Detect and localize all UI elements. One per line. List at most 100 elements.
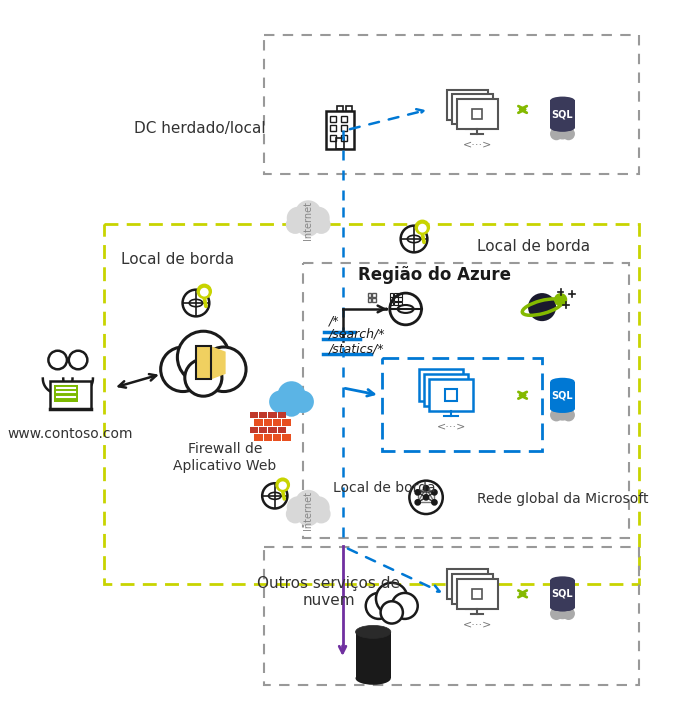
Bar bbox=[440, 384, 452, 396]
Ellipse shape bbox=[551, 604, 575, 611]
Bar bbox=[336, 138, 344, 149]
Circle shape bbox=[197, 284, 211, 298]
Ellipse shape bbox=[551, 405, 575, 413]
Bar bbox=[264, 419, 272, 426]
Bar bbox=[196, 346, 211, 379]
Ellipse shape bbox=[355, 672, 391, 685]
Ellipse shape bbox=[551, 405, 575, 413]
Text: Local de borda: Local de borda bbox=[334, 481, 436, 495]
Text: Internet: Internet bbox=[303, 202, 313, 240]
Bar bbox=[372, 298, 376, 302]
Circle shape bbox=[365, 593, 392, 619]
Text: <···>: <···> bbox=[462, 140, 492, 150]
Bar bbox=[277, 412, 286, 418]
Ellipse shape bbox=[551, 604, 575, 611]
Circle shape bbox=[380, 601, 403, 624]
Text: DC herdado/local: DC herdado/local bbox=[134, 120, 266, 135]
Circle shape bbox=[201, 347, 246, 392]
Circle shape bbox=[296, 202, 320, 225]
Text: /search/*: /search/* bbox=[329, 328, 385, 341]
Circle shape bbox=[178, 331, 229, 383]
Circle shape bbox=[308, 498, 329, 518]
Circle shape bbox=[48, 351, 67, 369]
Bar bbox=[264, 434, 272, 441]
Circle shape bbox=[424, 495, 428, 500]
Bar bbox=[398, 302, 402, 305]
Circle shape bbox=[551, 129, 561, 139]
Bar bbox=[447, 89, 488, 120]
Bar bbox=[367, 298, 372, 302]
Bar bbox=[282, 419, 291, 426]
Text: www.contoso.com: www.contoso.com bbox=[8, 427, 134, 441]
Bar bbox=[196, 346, 211, 379]
Circle shape bbox=[182, 289, 210, 316]
Text: <···>: <···> bbox=[437, 422, 466, 432]
Bar bbox=[259, 412, 267, 418]
Bar bbox=[340, 135, 347, 141]
Circle shape bbox=[287, 505, 304, 523]
Ellipse shape bbox=[355, 626, 391, 639]
Circle shape bbox=[556, 406, 570, 420]
Text: Firewall de
Aplicativo Web: Firewall de Aplicativo Web bbox=[173, 442, 277, 472]
Bar bbox=[447, 570, 488, 599]
Bar bbox=[268, 427, 277, 433]
Bar bbox=[551, 100, 575, 127]
Text: SQL: SQL bbox=[552, 109, 574, 119]
Circle shape bbox=[563, 410, 574, 420]
Circle shape bbox=[563, 608, 574, 619]
Bar bbox=[452, 94, 493, 125]
Circle shape bbox=[556, 605, 570, 618]
Ellipse shape bbox=[551, 576, 575, 584]
Bar bbox=[268, 412, 277, 418]
Bar bbox=[390, 302, 393, 305]
Bar bbox=[424, 374, 468, 406]
Circle shape bbox=[551, 608, 561, 619]
Bar bbox=[264, 547, 639, 685]
Bar bbox=[390, 297, 393, 301]
Circle shape bbox=[556, 125, 570, 138]
Circle shape bbox=[279, 482, 286, 489]
Bar bbox=[254, 434, 263, 441]
Text: <···>: <···> bbox=[462, 619, 492, 629]
Text: /*: /* bbox=[329, 315, 339, 328]
Bar bbox=[330, 135, 336, 141]
Text: SQL: SQL bbox=[552, 390, 574, 400]
Circle shape bbox=[416, 490, 420, 495]
Polygon shape bbox=[211, 346, 226, 379]
Bar bbox=[390, 293, 393, 297]
Text: Local de borda: Local de borda bbox=[477, 239, 591, 254]
Circle shape bbox=[416, 220, 429, 234]
Bar bbox=[463, 580, 473, 589]
Circle shape bbox=[551, 410, 561, 420]
Bar bbox=[398, 293, 402, 297]
Circle shape bbox=[68, 351, 87, 369]
Bar bbox=[259, 427, 267, 433]
Circle shape bbox=[432, 500, 437, 505]
Circle shape bbox=[376, 582, 407, 614]
Circle shape bbox=[287, 498, 308, 518]
Bar bbox=[429, 379, 473, 411]
Text: Rede global da Microsoft: Rede global da Microsoft bbox=[477, 492, 649, 506]
Bar bbox=[355, 632, 391, 678]
Circle shape bbox=[392, 593, 418, 619]
Bar bbox=[551, 580, 575, 608]
Circle shape bbox=[185, 359, 222, 396]
Bar bbox=[273, 434, 281, 441]
Circle shape bbox=[296, 491, 320, 515]
Circle shape bbox=[201, 289, 207, 295]
Circle shape bbox=[424, 486, 428, 490]
Bar bbox=[420, 369, 463, 401]
Bar bbox=[551, 382, 575, 409]
Bar bbox=[330, 125, 336, 132]
Circle shape bbox=[292, 392, 313, 412]
Bar bbox=[250, 412, 258, 418]
Circle shape bbox=[432, 490, 437, 495]
Bar bbox=[336, 107, 343, 111]
Circle shape bbox=[416, 500, 420, 505]
Circle shape bbox=[410, 481, 443, 514]
Circle shape bbox=[262, 483, 287, 508]
Text: /statics/*: /statics/* bbox=[329, 343, 384, 356]
Bar bbox=[398, 297, 402, 301]
Text: SQL: SQL bbox=[552, 589, 574, 599]
Bar bbox=[372, 293, 376, 297]
